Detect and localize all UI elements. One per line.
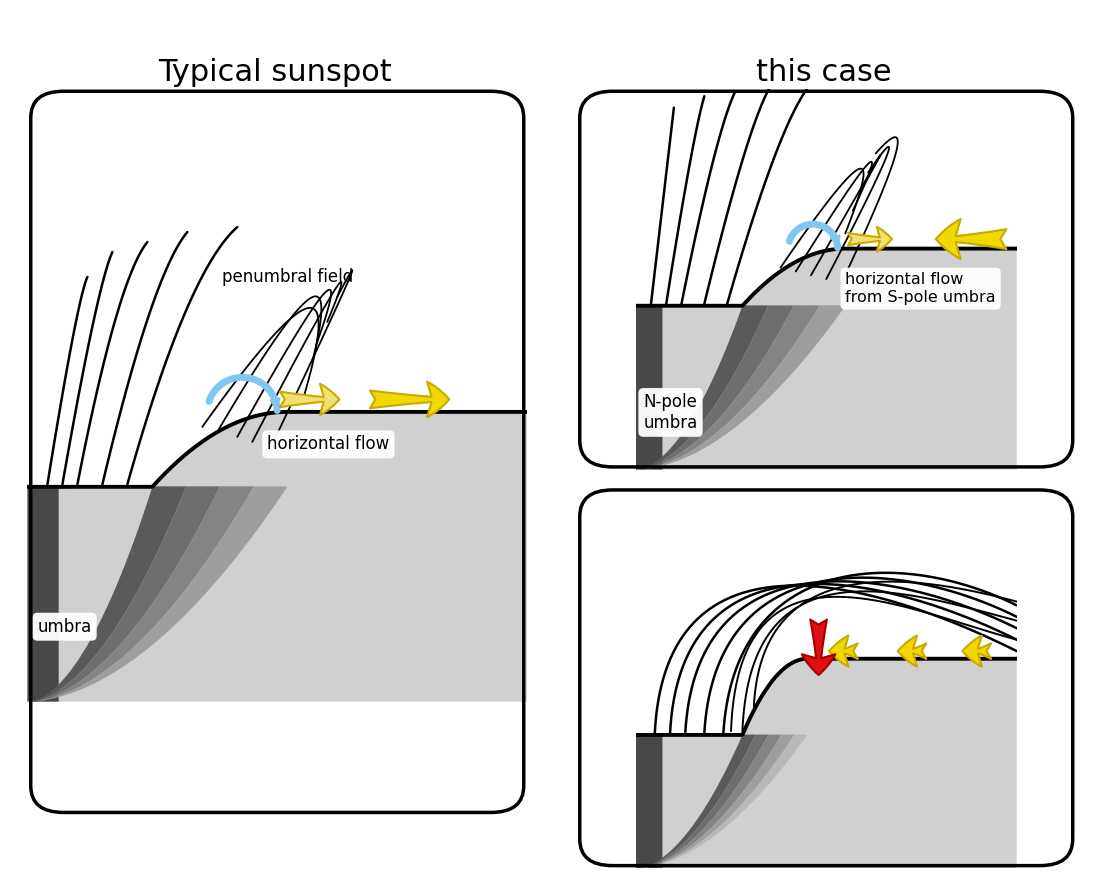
Polygon shape — [27, 202, 527, 486]
Polygon shape — [641, 734, 755, 868]
Polygon shape — [34, 486, 186, 702]
Polygon shape — [636, 306, 742, 470]
Polygon shape — [636, 734, 742, 868]
Text: N-pole
umbra: N-pole umbra — [643, 393, 697, 431]
Text: horizontal flow
from S-pole umbra: horizontal flow from S-pole umbra — [845, 272, 996, 305]
Polygon shape — [642, 734, 782, 868]
Text: umbra: umbra — [37, 618, 92, 636]
Polygon shape — [643, 734, 794, 868]
Polygon shape — [37, 486, 254, 702]
Text: horizontal flow: horizontal flow — [267, 435, 390, 454]
Polygon shape — [642, 306, 794, 470]
Polygon shape — [636, 659, 1017, 868]
Polygon shape — [641, 734, 769, 868]
Text: penumbral field: penumbral field — [222, 268, 352, 286]
Polygon shape — [641, 306, 769, 470]
Polygon shape — [38, 486, 288, 702]
Polygon shape — [27, 486, 153, 702]
Polygon shape — [643, 734, 807, 868]
Polygon shape — [636, 89, 1017, 306]
Text: Typical sunspot: Typical sunspot — [158, 58, 391, 87]
Polygon shape — [27, 412, 527, 702]
Polygon shape — [636, 249, 1017, 470]
Polygon shape — [645, 306, 845, 470]
Polygon shape — [35, 486, 220, 702]
Polygon shape — [643, 306, 819, 470]
Text: this case: this case — [755, 58, 892, 87]
Polygon shape — [636, 487, 1017, 735]
